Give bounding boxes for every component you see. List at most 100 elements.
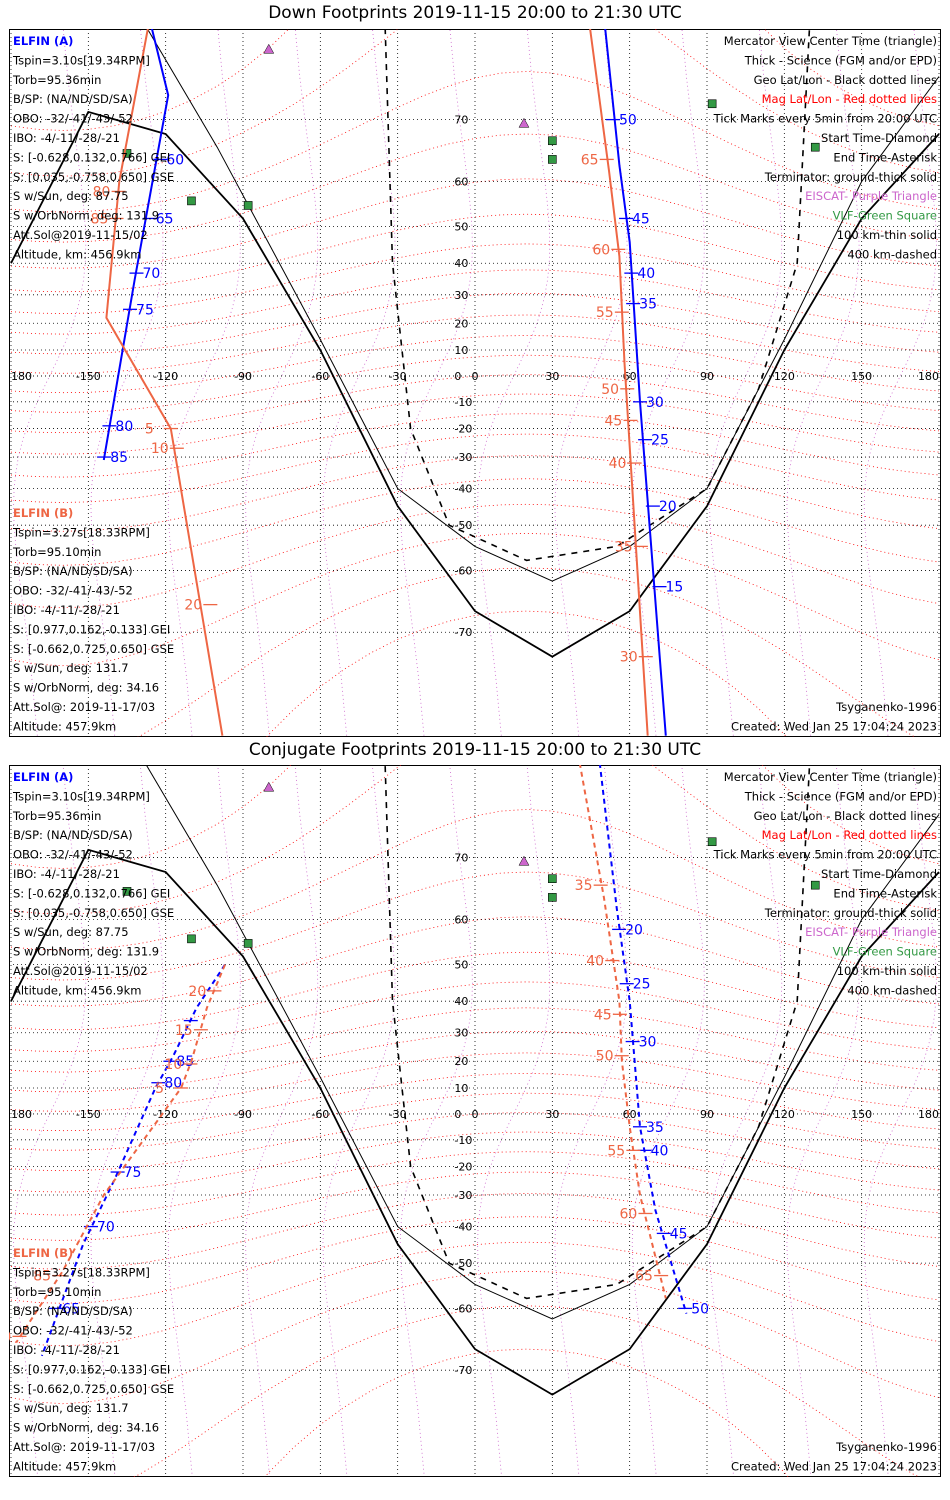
track-tick-label: 5 bbox=[155, 1081, 164, 1097]
track-tick-label: 15 bbox=[175, 1023, 193, 1039]
elfin-b-info: Tspin=3.27s[18.33RPM] bbox=[12, 525, 150, 539]
legend-entry: Tick Marks every 5min from 20:00 UTC bbox=[713, 112, 937, 126]
legend-entry: Geo Lat/Lon - Black dotted lines bbox=[754, 73, 937, 87]
elfin-b-info: Att.Sol@: 2019-11-17/03 bbox=[13, 700, 155, 714]
elfin-a-info: Torb=95.36min bbox=[12, 73, 101, 87]
elfin-b-info: OBO: -32/-41/-43/-52 bbox=[13, 1324, 133, 1338]
lon-tick-label: 0 bbox=[472, 1108, 479, 1121]
lat-tick-label: 0 bbox=[454, 1108, 461, 1121]
mag-lat-line bbox=[10, 1193, 940, 1270]
mag-lat-line bbox=[10, 455, 940, 532]
track-tick-label: 45 bbox=[632, 211, 650, 227]
lat-tick-label: -30 bbox=[454, 451, 472, 464]
track-tick-label: 70 bbox=[142, 266, 160, 282]
track-tick-label: 75 bbox=[124, 1165, 142, 1181]
legend-entry: Thick - Science (FGM and/or EPD) bbox=[744, 789, 937, 803]
legend-entry: Mercator View Center Time (triangle) bbox=[724, 770, 937, 784]
vlf-station-marker bbox=[810, 142, 820, 152]
mag-lat-line bbox=[10, 1072, 940, 1132]
elfin-a-info: B/SP: (NA/ND/SD/SA) bbox=[13, 92, 133, 106]
track-tick-label: 65 bbox=[581, 152, 599, 168]
lon-tick-label: -30 bbox=[389, 370, 407, 383]
legend-entry: EISCAT- Purple Triangle bbox=[805, 925, 937, 939]
mag-lat-line bbox=[137, 567, 916, 737]
lon-tick-label: -120 bbox=[153, 370, 178, 383]
legend-entry: Mag Lat/Lon - Red dotted lines bbox=[762, 92, 937, 106]
track-tick-label: 80 bbox=[93, 184, 111, 200]
elfin-a-info: Altitude, km: 456.9km bbox=[13, 247, 141, 261]
legend-entry: VLF-Green Square bbox=[833, 945, 937, 959]
vlf-station-marker bbox=[548, 874, 557, 884]
legend-entry: Geo Lat/Lon - Black dotted lines bbox=[754, 809, 937, 823]
track-tick-label: 80 bbox=[115, 419, 133, 435]
lon-tick-label: 90 bbox=[700, 370, 714, 383]
track-tick-label: 20 bbox=[188, 984, 206, 1000]
lat-tick-label: 50 bbox=[454, 959, 468, 972]
elfin-b-info: IBO: -4/-11/-28/-21 bbox=[13, 603, 120, 617]
lon-tick-label: 30 bbox=[545, 1108, 559, 1121]
elfin-b-info: Torb=95.10min bbox=[12, 1285, 101, 1299]
mag-lat-line bbox=[133, 1305, 921, 1477]
elfin-b-info: S: [-0.662,0.725,0.650] GSE bbox=[13, 1382, 174, 1396]
track-tick-label: 35 bbox=[615, 539, 633, 555]
lat-tick-label: -10 bbox=[454, 1134, 472, 1147]
terminator-thin bbox=[146, 29, 940, 582]
mag-lat-line bbox=[10, 374, 940, 434]
track-tick-label: 90 bbox=[9, 1329, 11, 1345]
lon-tick-label: 60 bbox=[623, 1108, 637, 1121]
track-tick-label: 70 bbox=[97, 1220, 115, 1236]
elfin-a-info: Att.Sol@2019-11-15/02 bbox=[13, 964, 148, 978]
elfin-a-info: S w/OrbNorm, deg: 131.9 bbox=[13, 945, 159, 959]
lon-tick-label: 150 bbox=[851, 370, 872, 383]
lon-tick-label: 150 bbox=[851, 1108, 872, 1121]
track-tick-label: 30 bbox=[620, 650, 638, 666]
lat-tick-label: 40 bbox=[454, 995, 468, 1008]
lat-tick-label: 0 bbox=[454, 370, 461, 383]
elfin-a-info: IBO: -4/-11/-28/-21 bbox=[13, 131, 120, 145]
elfin-a-info: S: [-0.628,0.132,0.766] GEI bbox=[13, 886, 170, 900]
footer-text: Tsyganenko-1996 bbox=[835, 1440, 937, 1454]
mag-lat-line bbox=[264, 1348, 789, 1477]
legend-entry: 400 km-dashed bbox=[847, 247, 937, 261]
elfin-a-info: S: [-0.628,0.132,0.766] GEI bbox=[13, 150, 170, 164]
track-tick-label: 5 bbox=[145, 422, 154, 438]
track-tick-label: 80 bbox=[164, 1076, 182, 1092]
elfin-b-info: B/SP: (NA/ND/SD/SA) bbox=[13, 564, 133, 578]
footer-text: Created: Wed Jan 25 17:04:24 2023 bbox=[731, 1459, 937, 1473]
footer-text: Created: Wed Jan 25 17:04:24 2023 bbox=[731, 719, 937, 733]
mag-lat-line bbox=[10, 393, 940, 455]
elfin-a-label: ELFIN (A) bbox=[13, 34, 73, 48]
lon-tick-label: 180 bbox=[918, 370, 939, 383]
mag-lat-line bbox=[10, 478, 940, 566]
elfin-a-info: Tspin=3.10s[19.34RPM] bbox=[12, 789, 150, 803]
elfin-b-info: Tspin=3.27s[18.33RPM] bbox=[12, 1265, 150, 1279]
track-tick-label: 50 bbox=[691, 1301, 709, 1317]
legend-entry: Terminator: ground-thick solid bbox=[764, 906, 937, 920]
track-tick-label: 85 bbox=[33, 1269, 51, 1285]
vlf-station-marker bbox=[187, 196, 196, 206]
mag-lat-line bbox=[10, 1216, 940, 1304]
elfin-b-info: Att.Sol@: 2019-11-17/03 bbox=[13, 1440, 155, 1454]
lon-tick-label: 180 bbox=[918, 1108, 939, 1121]
elfin-b-label: ELFIN (B) bbox=[13, 1246, 73, 1260]
lat-tick-label: -40 bbox=[454, 1221, 472, 1234]
terminator-dashed bbox=[384, 765, 811, 1300]
track-tick-label: 50 bbox=[596, 1049, 614, 1065]
elfin-a-info: Tspin=3.10s[19.34RPM] bbox=[12, 53, 150, 67]
elfin-b-info: OBO: -32/-41/-43/-52 bbox=[13, 584, 133, 598]
elfin-b-info: Altitude: 457.9km bbox=[13, 719, 116, 733]
lat-tick-label: 30 bbox=[454, 289, 468, 302]
track-tick-label: 25 bbox=[651, 433, 669, 449]
lon-tick-label: -30 bbox=[389, 1108, 407, 1121]
elfin-a-info: IBO: -4/-11/-28/-21 bbox=[13, 867, 120, 881]
track-tick-label: 65 bbox=[62, 1301, 80, 1317]
vlf-station-marker bbox=[187, 934, 196, 944]
terminator-thick bbox=[10, 848, 940, 1396]
lon-tick-label: -120 bbox=[153, 1108, 178, 1121]
track-tick-label: 40 bbox=[651, 1143, 669, 1159]
mag-lat-line bbox=[10, 503, 940, 609]
lon-tick-label: -150 bbox=[76, 370, 101, 383]
legend-entry: Mercator View Center Time (triangle) bbox=[724, 34, 937, 48]
elfin-a-info: OBO: -32/-41/-43/-52 bbox=[13, 848, 133, 862]
elfin-b-info: IBO: -4/-11/-28/-21 bbox=[13, 1343, 120, 1357]
